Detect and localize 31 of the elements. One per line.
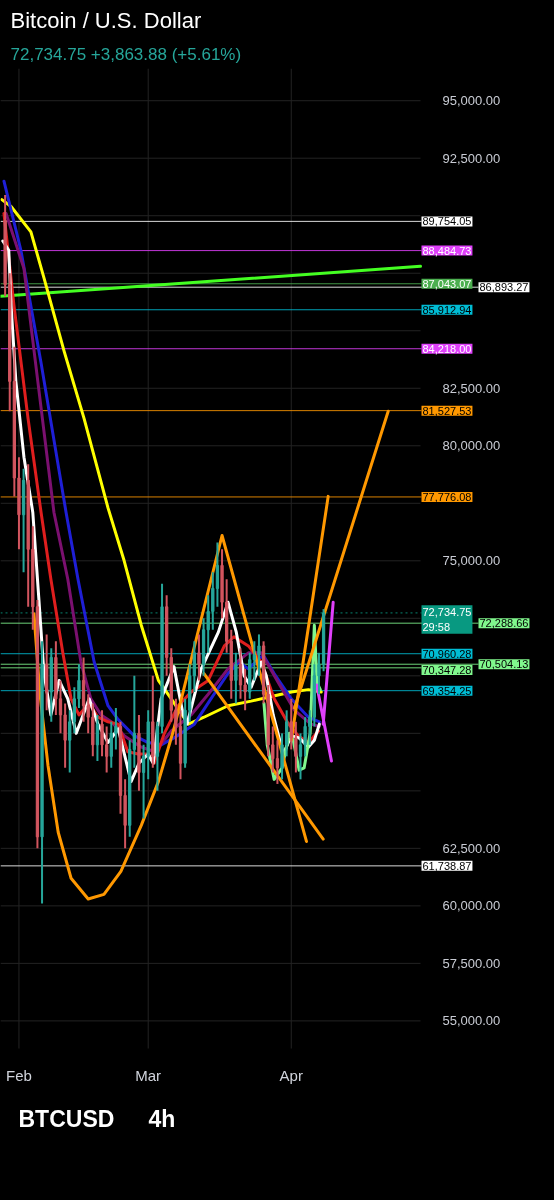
ref-line-label: 72,734.75 29:58 [422,606,472,633]
ref-line-label: 89,754.05 [422,215,472,228]
y-tick-label: 95,000.00 [442,93,501,109]
chart-subtitle: 72,734.75 +3,863.88 (+5.61%) [10,44,242,64]
ref-line-label: 70,504.13 [479,658,529,671]
y-tick-label: 62,500.00 [442,840,501,856]
y-tick-label: 92,500.00 [442,150,501,166]
ref-line-label: 86,893.27 [479,281,529,294]
ref-line-label: 72,288.66 [479,617,529,630]
chart-title: Bitcoin / U.S. Dollar [10,7,202,33]
ref-line-label: 70,960.28 [422,647,472,660]
ref-line-label: 87,043.07 [422,277,472,290]
ref-line-label: 69,354.25 [422,684,472,697]
text: BTCUSD [18,1105,115,1132]
x-tick-label: Apr [279,1066,303,1084]
y-tick-label: 75,000.00 [442,553,501,569]
ref-line-label: 61,738.87 [422,859,472,872]
y-tick-label: 60,000.00 [442,898,501,914]
x-tick-label: Feb [6,1066,32,1084]
text: 4h [148,1105,176,1132]
y-tick-label: 80,000.00 [442,438,501,454]
x-tick-label: Mar [135,1066,162,1084]
ref-line-label: 77,776.08 [422,490,472,503]
y-tick-label: 57,500.00 [442,955,501,971]
ref-line-label: 70,347.28 [422,663,472,676]
ref-line-label: 88,484.73 [422,244,472,257]
y-tick-label: 55,000.00 [442,1013,501,1029]
ref-line-label: 85,912.94 [422,303,472,316]
ref-line-label: 81,527.53 [422,404,472,417]
y-tick-label: 82,500.00 [442,380,501,396]
ref-line-label: 84,218.00 [422,342,472,355]
